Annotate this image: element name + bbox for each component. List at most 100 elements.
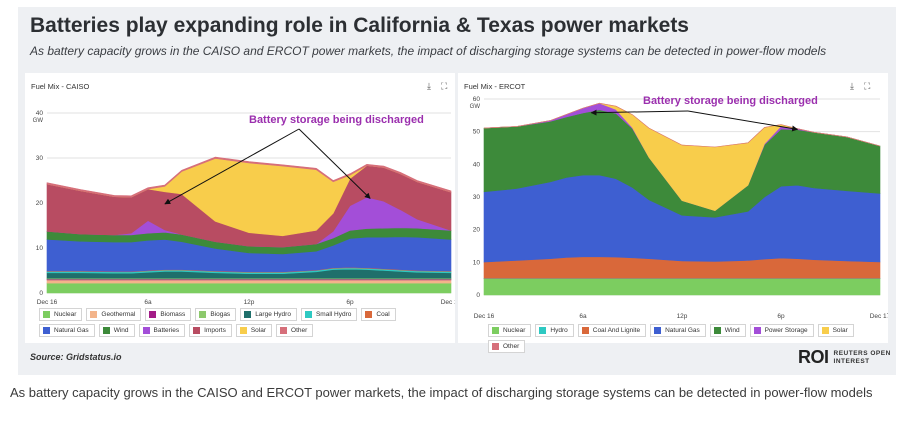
legend-item[interactable]: Solar <box>817 324 854 337</box>
x-tick-label: 12p <box>244 299 255 306</box>
graphic-card: Batteries play expanding role in Califor… <box>18 7 896 375</box>
legend-label: Wind <box>113 327 129 334</box>
legend-swatch <box>239 327 247 334</box>
legend-swatch <box>102 327 110 334</box>
legend-item[interactable]: Nuclear <box>488 324 532 337</box>
area-other <box>483 102 881 148</box>
legend-item[interactable]: Imports <box>189 324 232 337</box>
legend-label: Biomass <box>160 311 186 318</box>
legend-swatch <box>492 343 499 350</box>
legend-item[interactable]: Other <box>488 340 526 353</box>
legend-item[interactable]: Biogas <box>195 308 237 321</box>
y-tick-label: 0 <box>39 290 43 297</box>
legend-label: Hydro <box>550 327 568 334</box>
legend-label: Batteries <box>153 327 180 334</box>
legend-item[interactable]: Solar <box>235 324 273 337</box>
y-tick-label: 20 <box>473 227 481 234</box>
legend-label: Nuclear <box>503 327 526 334</box>
annotation-label: Battery storage being discharged <box>643 95 818 107</box>
headline: Batteries play expanding role in Califor… <box>30 14 689 37</box>
annotation-arrow <box>164 128 300 205</box>
source-credit: Source: Gridstatus.io <box>30 352 122 362</box>
area-geothermal <box>46 279 452 284</box>
legend-label: Other <box>503 343 520 350</box>
legend-swatch <box>280 327 288 334</box>
area-nuclear <box>46 282 452 294</box>
legend-swatch <box>43 327 50 334</box>
legend-item[interactable]: Hydro <box>535 324 574 337</box>
y-axis-label: GW <box>33 118 44 124</box>
legend-item[interactable]: Batteries <box>138 324 186 337</box>
legend-item[interactable]: Nuclear <box>39 308 83 321</box>
logo-wordmark: ROI <box>798 347 829 367</box>
y-tick-label: 40 <box>36 110 44 117</box>
legend-swatch <box>753 327 761 334</box>
y-tick-label: 30 <box>36 155 44 162</box>
legend-item[interactable]: Wind <box>98 324 135 337</box>
chart-title: Fuel Mix - ERCOT <box>464 82 526 91</box>
legend-swatch <box>90 311 98 318</box>
x-tick-label: 6p <box>346 299 354 306</box>
legend-swatch <box>492 327 499 334</box>
legend-label: Large Hydro <box>255 311 291 318</box>
x-tick-label: 12p <box>677 313 688 320</box>
legend-item[interactable]: Power Storage <box>749 324 814 337</box>
legend-swatch <box>199 311 207 318</box>
area-nuclear <box>483 278 881 296</box>
y-tick-label: 10 <box>473 259 481 266</box>
legend-label: Power Storage <box>764 327 808 334</box>
legend-item[interactable]: Wind <box>709 324 746 337</box>
legend-swatch <box>365 311 373 318</box>
ercot-chart: 60 50 40 30 20 10 0 GW Dec 16 6a 12p 6p Dec 17 Batter… <box>470 95 888 320</box>
annotation-arrow <box>590 109 689 116</box>
legend-swatch <box>539 327 547 334</box>
legend-label: Natural Gas <box>54 327 89 334</box>
y-tick-label: 10 <box>36 245 44 252</box>
legend-label: Coal And Lignite <box>592 327 641 334</box>
expand-icon[interactable]: ⛶ <box>864 81 871 91</box>
legend-item[interactable]: Natural Gas <box>39 324 95 337</box>
caiso-chart: 40 30 20 10 0 GW Dec 16 6a 12p 6p Dec 17 Battery st… <box>33 110 455 306</box>
x-tick-label: Dec 17 <box>870 313 888 320</box>
annotation-label: Battery storage being discharged <box>249 114 424 126</box>
download-icon[interactable]: ⤓ <box>850 81 854 91</box>
y-tick-label: 40 <box>473 161 481 168</box>
legend-item[interactable]: Coal And Lignite <box>577 324 647 337</box>
legend-item[interactable]: Biomass <box>145 308 192 321</box>
legend-item[interactable]: Small Hydro <box>300 308 358 321</box>
legend-item[interactable]: Large Hydro <box>240 308 297 321</box>
chart-legend: Nuclear Geothermal Biomass Biogas Large Hydr… <box>39 308 449 340</box>
area-other <box>46 156 452 198</box>
legend-item[interactable]: Other <box>276 324 314 337</box>
legend-label: Other <box>291 327 308 334</box>
roi-logo: ROI REUTERS OPEN INTEREST <box>798 347 904 368</box>
y-axis-label: GW <box>470 104 481 110</box>
caption: As battery capacity grows in the CAISO a… <box>10 385 873 400</box>
x-tick-label: 6p <box>777 313 785 320</box>
legend-swatch <box>304 311 312 318</box>
legend-swatch <box>43 311 50 318</box>
y-tick-label: 20 <box>36 200 44 207</box>
legend-item[interactable]: Natural Gas <box>650 324 706 337</box>
chart-legend: Nuclear Hydro Coal And Lignite Natural Gas W… <box>488 324 888 356</box>
legend-swatch <box>821 327 829 334</box>
x-tick-label: 6a <box>579 313 587 320</box>
legend-label: Natural Gas <box>665 327 700 334</box>
legend-label: Geothermal <box>101 311 136 318</box>
legend-label: Solar <box>250 327 267 334</box>
annotation-arrow <box>687 110 799 132</box>
legend-item[interactable]: Geothermal <box>86 308 142 321</box>
x-tick-label: Dec 17 <box>441 299 455 306</box>
y-tick-label: 60 <box>473 96 481 103</box>
annotation-arrow <box>298 128 371 199</box>
download-icon[interactable]: ⤓ <box>427 81 431 91</box>
legend-item[interactable]: Coal <box>361 308 396 321</box>
x-tick-label: 6a <box>144 299 152 306</box>
expand-icon[interactable]: ⛶ <box>441 81 448 91</box>
legend-label: Imports <box>204 327 226 334</box>
legend-label: Solar <box>832 327 848 334</box>
ercot-chart-panel: Fuel Mix - ERCOT ⤓ ⛶ 60 50 40 30 20 10 0 GW Dec … <box>458 73 888 353</box>
x-tick-label: Dec 16 <box>37 299 58 306</box>
legend-label: Coal <box>376 311 390 318</box>
legend-swatch <box>581 327 589 334</box>
